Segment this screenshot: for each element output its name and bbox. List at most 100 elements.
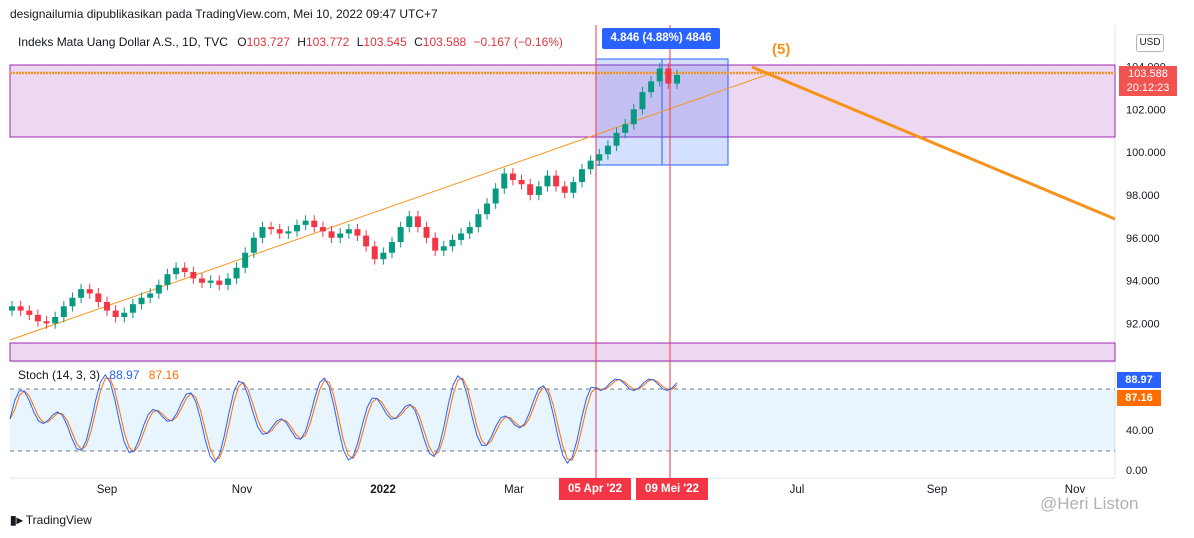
date-tag-start: 05 Apr '22: [559, 478, 631, 500]
candle-body: [458, 233, 465, 240]
candle-body: [86, 289, 93, 294]
high-label: H: [297, 35, 306, 49]
candle-body: [484, 203, 490, 215]
candle-body: [630, 109, 637, 125]
bar-countdown: 20:12:23: [1126, 82, 1170, 94]
stoch-title[interactable]: Stoch (14, 3, 3): [18, 368, 101, 382]
candle-body: [423, 227, 430, 238]
symbol-legend: Indeks Mata Uang Dollar A.S., 1D, TVC O1…: [18, 35, 567, 49]
candle-body: [26, 310, 33, 315]
candle-body: [328, 231, 335, 238]
tradingview-logo[interactable]: ▮▸ TradingView: [10, 513, 92, 527]
author-watermark: @Heri Liston: [1040, 494, 1139, 513]
candle-body: [268, 227, 275, 230]
price-axis: 104.000102.000100.00098.00096.00094.0009…: [1126, 61, 1166, 330]
candle-body: [250, 237, 257, 253]
candle-body: [466, 227, 473, 234]
candle-body: [518, 179, 525, 185]
candle-body: [112, 310, 119, 318]
candle-body: [138, 297, 145, 305]
candle-body: [319, 227, 326, 232]
candle-body: [95, 293, 102, 303]
stoch-d-legend: 87.16: [148, 368, 179, 382]
stoch-d-tag: 87.16: [1117, 390, 1161, 406]
time-tick-label: Nov: [232, 484, 253, 496]
candle-body: [587, 160, 594, 170]
candle-body: [639, 92, 646, 110]
candle-body: [389, 242, 395, 253]
demand-zone-rect[interactable]: [9, 342, 1116, 362]
close-value: 103.588: [422, 35, 467, 49]
trend-line-projection[interactable]: [751, 65, 1116, 221]
candle-body: [216, 280, 223, 285]
candle-body: [579, 169, 585, 183]
price-tick-label: 94.000: [1126, 276, 1160, 288]
candle-body: [199, 278, 205, 283]
candle-body: [69, 297, 76, 307]
candle-body: [380, 252, 387, 260]
date-tag-end: 09 Mei '22: [636, 478, 708, 500]
candle-body: [440, 246, 447, 251]
candle-body: [242, 252, 249, 268]
symbol-name[interactable]: Indeks Mata Uang Dollar A.S., 1D, TVC: [18, 35, 228, 49]
time-tick-label: Sep: [97, 484, 117, 496]
candle-body: [207, 280, 214, 283]
candle-body: [34, 314, 41, 322]
candle-body: [535, 186, 542, 195]
price-tick-label: 98.000: [1126, 190, 1160, 202]
time-tick-label: Sep: [927, 484, 947, 496]
candle-body: [527, 184, 534, 195]
candle-body: [363, 235, 370, 247]
candle-body: [570, 182, 577, 193]
stoch-d-line: [9, 377, 678, 461]
candle-body: [224, 278, 231, 285]
candle-body: [190, 272, 197, 279]
candle-body: [233, 267, 240, 279]
candle-body: [129, 304, 136, 313]
candle-body: [276, 229, 283, 234]
tv-logo-text: TradingView: [25, 513, 92, 527]
stoch-k-legend: 88.97: [109, 368, 140, 382]
stoch-band-fill: [10, 389, 1115, 451]
stoch-k-line: [9, 374, 678, 464]
candle-body: [354, 229, 361, 236]
candle-body: [414, 216, 421, 228]
candle-body: [397, 227, 404, 243]
candle-body: [173, 267, 180, 275]
candle-body: [406, 216, 413, 228]
supply-zone-rect[interactable]: [9, 64, 1116, 138]
change-value: −0.167 (−0.16%): [473, 35, 563, 49]
candle-body: [43, 321, 50, 324]
time-tick-label: Nov: [1065, 484, 1086, 496]
candle-body: [104, 302, 110, 311]
candle-body: [544, 175, 551, 187]
candle-body: [60, 306, 67, 318]
open-value: 103.727: [246, 35, 290, 49]
candle-body: [302, 220, 309, 225]
candle-body: [285, 231, 292, 234]
time-tick-label: Mar: [504, 484, 524, 496]
price-tick-label: 102.000: [1126, 104, 1166, 116]
candles: [9, 63, 680, 329]
trend-line-support[interactable]: [9, 72, 773, 341]
candle-body: [371, 246, 378, 260]
price-tick-label: 92.000: [1126, 318, 1160, 330]
candle-body: [9, 306, 15, 311]
time-axis: Sep Nov 2022 Mar Jul Sep Nov: [97, 484, 1086, 496]
candle-body: [259, 227, 266, 238]
candle-body: [337, 233, 344, 238]
candle-body: [475, 214, 482, 228]
candle-body: [501, 173, 508, 189]
candle-body: [622, 124, 629, 133]
price-tick-label: 100.000: [1126, 147, 1166, 159]
measure-label: 4.846 (4.88%) 4846: [602, 28, 720, 49]
candle-body: [613, 132, 620, 146]
elliott-wave-label[interactable]: (5): [772, 41, 791, 58]
currency-button[interactable]: USD: [1136, 34, 1164, 52]
candle-body: [432, 237, 439, 251]
low-value: 103.545: [363, 35, 407, 49]
publish-info: designailumia dipublikasikan pada Tradin…: [10, 7, 438, 21]
candle-body: [492, 188, 499, 204]
stoch-k-tag: 88.97: [1117, 372, 1161, 388]
